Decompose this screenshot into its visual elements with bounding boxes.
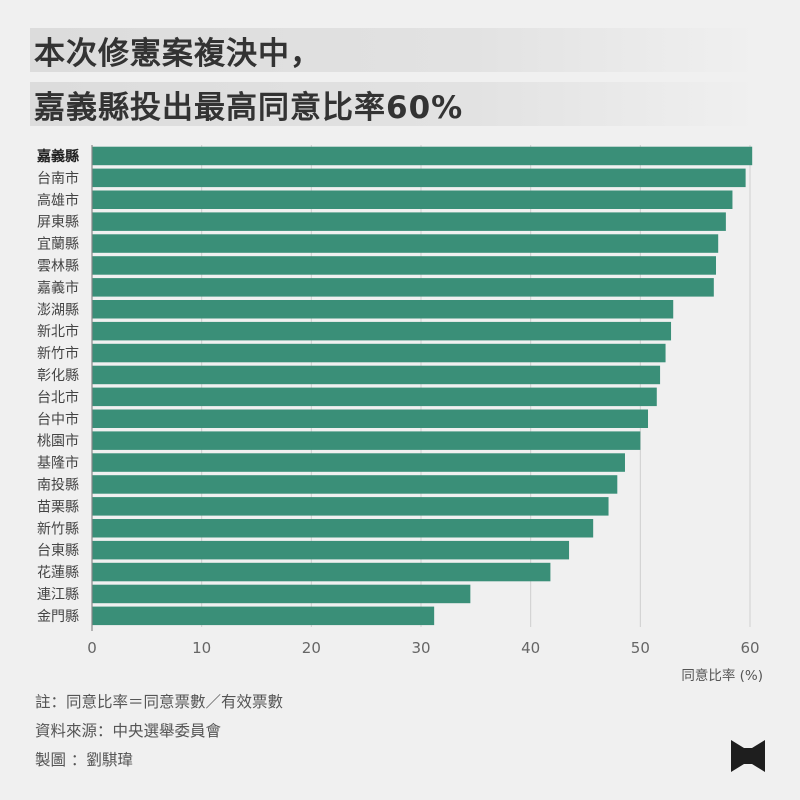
bar [92, 453, 625, 472]
footnote-source: 資料來源：中央選舉委員會 [35, 722, 222, 740]
footnotes: 註：同意比率＝同意票數／有效票數 資料來源：中央選舉委員會 製圖 ：劉騏瑋 [35, 688, 283, 775]
bar [92, 234, 719, 253]
bar [92, 321, 672, 341]
x-tick-label: 0 [87, 639, 97, 657]
bar [92, 343, 666, 363]
category-label: 雲林縣 [37, 258, 79, 274]
bar [92, 540, 570, 560]
category-label: 金門縣 [37, 609, 79, 625]
bar [92, 146, 753, 166]
publisher-logo-icon [731, 740, 765, 772]
category-label: 屏東縣 [37, 215, 79, 231]
category-label: 澎湖縣 [37, 302, 79, 318]
category-label: 高雄市 [37, 192, 79, 209]
bar [92, 168, 746, 188]
x-tick-label: 60 [740, 639, 759, 657]
title-line-1: 本次修憲案複決中， [30, 28, 760, 72]
category-label: 台東縣 [37, 543, 79, 559]
x-tick-label: 30 [411, 639, 430, 657]
category-label: 南投縣 [37, 477, 79, 493]
chart-title-line-1: 本次修憲案複決中， [34, 35, 322, 72]
category-label: 彰化縣 [37, 367, 79, 384]
x-axis-label: 同意比率 (%) [681, 667, 763, 684]
category-label: 台中市 [37, 411, 79, 428]
bar [92, 409, 649, 428]
category-label: 桃園市 [37, 433, 79, 450]
bar [92, 212, 726, 231]
category-label: 宜蘭縣 [37, 237, 79, 253]
bar [92, 431, 641, 450]
title-line-2: 嘉義縣投出最高同意比率60% [30, 82, 760, 126]
category-label: 連江縣 [37, 587, 79, 603]
x-tick-label: 40 [521, 639, 540, 657]
category-label: 嘉義縣 [36, 148, 79, 165]
bar [92, 519, 594, 538]
bar [92, 256, 717, 275]
category-label: 新竹市 [37, 345, 79, 362]
category-label: 台北市 [37, 389, 79, 406]
category-label: 新竹縣 [37, 521, 79, 537]
bar [92, 475, 618, 494]
category-label: 花蓮縣 [37, 565, 79, 581]
bar [92, 387, 657, 407]
x-tick-label: 50 [631, 639, 650, 657]
bar [92, 300, 674, 319]
bar [92, 365, 661, 385]
footnote-author: 製圖 ：劉騏瑋 [35, 751, 133, 769]
category-label: 台南市 [37, 170, 79, 187]
x-tick-label: 10 [192, 639, 211, 657]
bar [92, 497, 609, 516]
chart-title-line-2: 嘉義縣投出最高同意比率60% [34, 89, 464, 126]
title-block: 本次修憲案複決中， 嘉義縣投出最高同意比率60% [30, 28, 760, 136]
bar [92, 606, 435, 626]
bar [92, 584, 471, 604]
bar [92, 562, 551, 582]
category-label: 嘉義市 [37, 279, 79, 296]
category-label: 新北市 [37, 323, 79, 340]
category-label: 苗栗縣 [37, 499, 79, 515]
bar [92, 278, 714, 297]
footnote-formula: 註：同意比率＝同意票數／有效票數 [35, 693, 284, 711]
category-label: 基隆市 [37, 455, 79, 472]
bar [92, 190, 733, 209]
x-tick-label: 20 [302, 639, 321, 657]
